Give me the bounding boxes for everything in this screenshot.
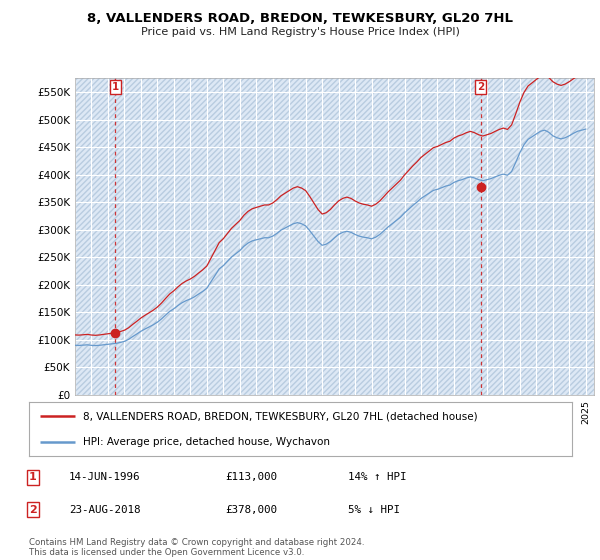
Text: Contains HM Land Registry data © Crown copyright and database right 2024.
This d: Contains HM Land Registry data © Crown c… bbox=[29, 538, 364, 557]
Text: 14-JUN-1996: 14-JUN-1996 bbox=[69, 472, 140, 482]
Text: 14% ↑ HPI: 14% ↑ HPI bbox=[348, 472, 407, 482]
Text: 8, VALLENDERS ROAD, BREDON, TEWKESBURY, GL20 7HL (detached house): 8, VALLENDERS ROAD, BREDON, TEWKESBURY, … bbox=[83, 412, 478, 421]
Text: 8, VALLENDERS ROAD, BREDON, TEWKESBURY, GL20 7HL: 8, VALLENDERS ROAD, BREDON, TEWKESBURY, … bbox=[87, 12, 513, 25]
Text: 23-AUG-2018: 23-AUG-2018 bbox=[69, 505, 140, 515]
Text: Price paid vs. HM Land Registry's House Price Index (HPI): Price paid vs. HM Land Registry's House … bbox=[140, 27, 460, 37]
Text: 1: 1 bbox=[112, 82, 119, 92]
Text: 2: 2 bbox=[29, 505, 37, 515]
Text: 5% ↓ HPI: 5% ↓ HPI bbox=[348, 505, 400, 515]
Text: 2: 2 bbox=[478, 82, 485, 92]
Text: £378,000: £378,000 bbox=[225, 505, 277, 515]
Text: 1: 1 bbox=[29, 472, 37, 482]
Text: £113,000: £113,000 bbox=[225, 472, 277, 482]
Text: HPI: Average price, detached house, Wychavon: HPI: Average price, detached house, Wych… bbox=[83, 437, 330, 446]
